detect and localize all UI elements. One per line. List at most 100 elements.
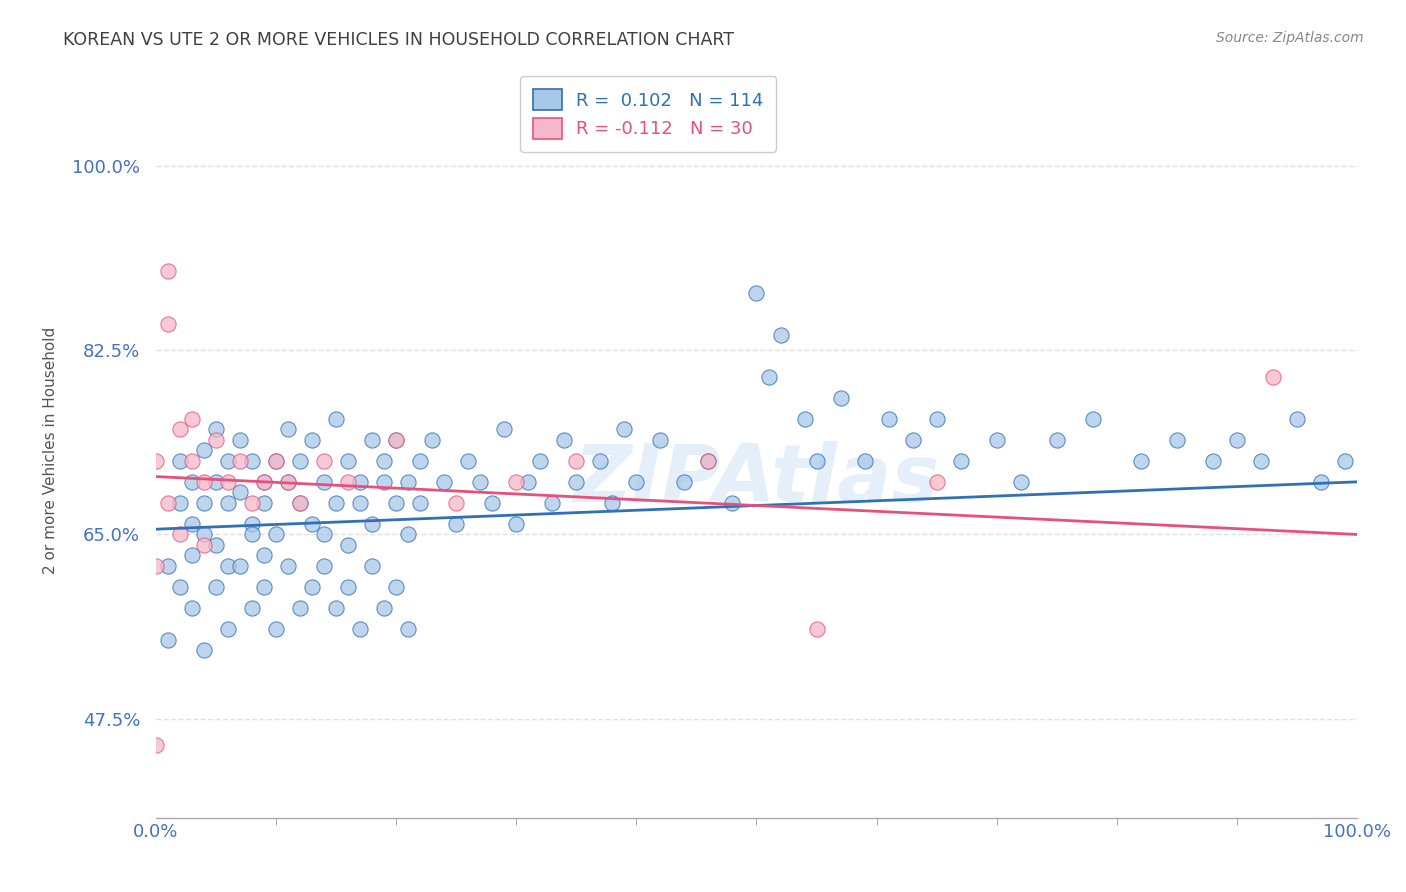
Point — [349, 496, 371, 510]
Point — [217, 622, 239, 636]
Point — [565, 475, 588, 489]
Point — [553, 433, 575, 447]
Point — [193, 643, 215, 657]
Point — [181, 601, 204, 615]
Point — [565, 454, 588, 468]
Point — [1202, 454, 1225, 468]
Point — [314, 454, 336, 468]
Point — [830, 391, 852, 405]
Point — [373, 475, 395, 489]
Point — [806, 454, 828, 468]
Point — [337, 580, 360, 594]
Point — [505, 475, 527, 489]
Point — [877, 411, 900, 425]
Legend: R =  0.102   N = 114, R = -0.112   N = 30: R = 0.102 N = 114, R = -0.112 N = 30 — [520, 77, 776, 152]
Point — [217, 496, 239, 510]
Point — [986, 433, 1008, 447]
Point — [613, 422, 636, 436]
Point — [529, 454, 551, 468]
Point — [697, 454, 720, 468]
Point — [169, 527, 191, 541]
Point — [337, 475, 360, 489]
Text: Source: ZipAtlas.com: Source: ZipAtlas.com — [1216, 31, 1364, 45]
Point — [1250, 454, 1272, 468]
Point — [264, 454, 287, 468]
Point — [314, 475, 336, 489]
Point — [420, 433, 443, 447]
Point — [396, 527, 419, 541]
Point — [277, 422, 299, 436]
Point — [253, 580, 276, 594]
Point — [301, 433, 323, 447]
Point — [156, 496, 179, 510]
Point — [181, 411, 204, 425]
Point — [541, 496, 564, 510]
Point — [314, 559, 336, 574]
Point — [925, 411, 948, 425]
Point — [1010, 475, 1032, 489]
Point — [385, 580, 408, 594]
Point — [769, 327, 792, 342]
Point — [301, 580, 323, 594]
Point — [925, 475, 948, 489]
Point — [240, 527, 263, 541]
Point — [217, 559, 239, 574]
Point — [444, 516, 467, 531]
Point — [145, 559, 167, 574]
Point — [181, 454, 204, 468]
Point — [288, 496, 311, 510]
Point — [229, 454, 252, 468]
Point — [156, 317, 179, 331]
Point — [277, 475, 299, 489]
Point — [457, 454, 479, 468]
Point — [205, 422, 228, 436]
Point — [373, 454, 395, 468]
Point — [240, 601, 263, 615]
Point — [205, 433, 228, 447]
Point — [1081, 411, 1104, 425]
Point — [1334, 454, 1357, 468]
Point — [1226, 433, 1249, 447]
Point — [288, 601, 311, 615]
Point — [169, 580, 191, 594]
Point — [602, 496, 624, 510]
Point — [217, 475, 239, 489]
Point — [481, 496, 503, 510]
Point — [264, 527, 287, 541]
Point — [205, 475, 228, 489]
Point — [253, 475, 276, 489]
Point — [650, 433, 672, 447]
Text: KOREAN VS UTE 2 OR MORE VEHICLES IN HOUSEHOLD CORRELATION CHART: KOREAN VS UTE 2 OR MORE VEHICLES IN HOUS… — [63, 31, 734, 49]
Point — [240, 454, 263, 468]
Point — [758, 369, 780, 384]
Point — [349, 475, 371, 489]
Point — [409, 496, 432, 510]
Point — [264, 622, 287, 636]
Point — [193, 527, 215, 541]
Point — [444, 496, 467, 510]
Point — [325, 601, 347, 615]
Point — [193, 538, 215, 552]
Point — [721, 496, 744, 510]
Point — [156, 559, 179, 574]
Point — [396, 475, 419, 489]
Point — [373, 601, 395, 615]
Point — [264, 454, 287, 468]
Point — [314, 527, 336, 541]
Point — [253, 549, 276, 563]
Point — [288, 496, 311, 510]
Point — [181, 549, 204, 563]
Point — [240, 516, 263, 531]
Point — [1166, 433, 1188, 447]
Text: ZIPAtlas: ZIPAtlas — [574, 441, 939, 519]
Point — [806, 622, 828, 636]
Point — [337, 454, 360, 468]
Point — [409, 454, 432, 468]
Point — [205, 538, 228, 552]
Point — [949, 454, 972, 468]
Y-axis label: 2 or more Vehicles in Household: 2 or more Vehicles in Household — [44, 326, 58, 574]
Point — [253, 475, 276, 489]
Point — [169, 454, 191, 468]
Point — [145, 738, 167, 752]
Point — [494, 422, 516, 436]
